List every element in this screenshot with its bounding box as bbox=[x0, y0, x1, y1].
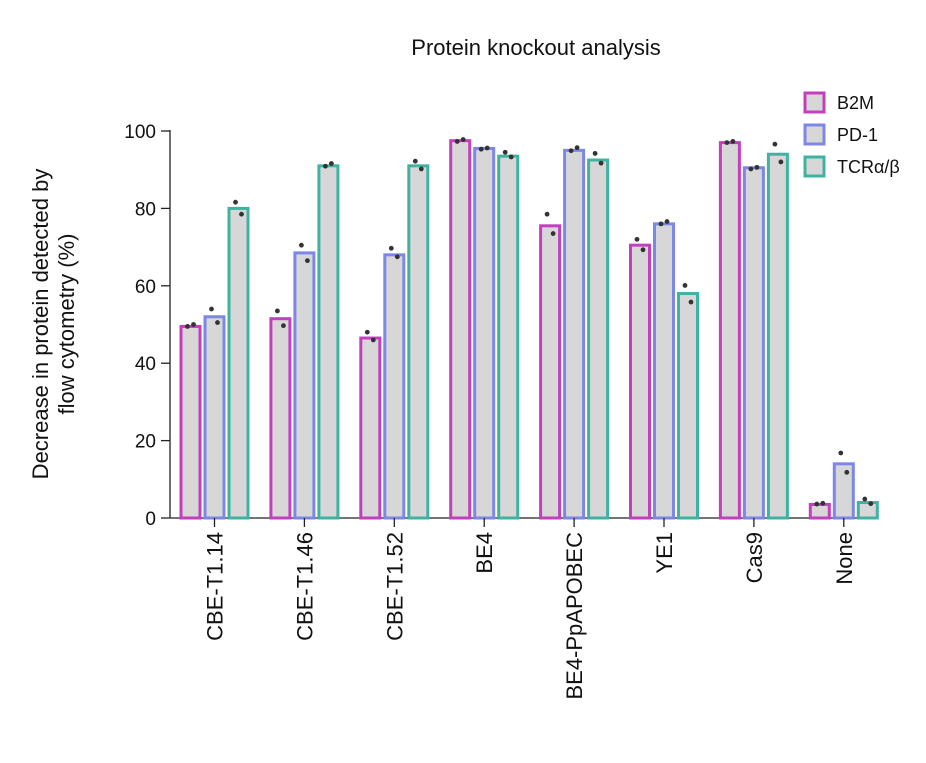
point-none-pd-1-1 bbox=[838, 450, 844, 456]
point-cbe-t1-14-pd-1-1 bbox=[209, 306, 214, 312]
point-cbe-t1-52-b2m-1 bbox=[364, 329, 370, 335]
point-cbe-t1-46-pd-1-2 bbox=[305, 258, 310, 264]
point-cbe-t1-14-tcr-1 bbox=[233, 199, 238, 205]
point-be4-ppapobec-tcr-2 bbox=[598, 160, 604, 166]
point-none-b2m-2 bbox=[820, 500, 826, 506]
bar-ye1-b2m bbox=[629, 243, 651, 520]
y-tick-label-0: 0 bbox=[145, 509, 156, 530]
bar-be4-pd-1 bbox=[473, 146, 496, 520]
point-cbe-t1-46-tcr-2 bbox=[329, 161, 334, 166]
bar-be4-ppapobec-b2m bbox=[539, 224, 562, 520]
point-ye1-tcr-2 bbox=[688, 299, 694, 305]
point-cbe-t1-14-b2m-1 bbox=[185, 324, 190, 329]
x-tick-label-ye1: YE1 bbox=[652, 532, 677, 574]
point-cbe-t1-52-pd-1-1 bbox=[388, 245, 394, 251]
x-tick-label-be4-ppapobec: BE4-PpAPOBEC bbox=[562, 532, 587, 700]
point-be4-ppapobec-tcr-1 bbox=[592, 151, 598, 156]
bar-cas9-pd-1 bbox=[742, 166, 765, 520]
point-be4-ppapobec-b2m-2 bbox=[550, 231, 556, 236]
point-cbe-t1-14-b2m-2 bbox=[191, 322, 196, 327]
y-axis-title-line-1: Decrease in protein detected by bbox=[28, 169, 53, 480]
x-tick-label-cas9: Cas9 bbox=[742, 532, 767, 583]
y-tick-label-60: 60 bbox=[135, 277, 156, 298]
bar-cbe-t1-14-pd-1 bbox=[203, 315, 226, 520]
point-be4-b2m-2 bbox=[460, 137, 466, 142]
bar-none-b2m bbox=[808, 502, 831, 520]
y-axis-title-line-2: flow cytometry (%) bbox=[54, 234, 79, 415]
point-none-pd-1-2 bbox=[844, 469, 850, 475]
bar-cbe-t1-46-pd-1 bbox=[293, 251, 316, 520]
legend-swatch-b2m bbox=[803, 91, 826, 114]
y-tick-label-20: 20 bbox=[135, 432, 156, 453]
point-be4-pd-1-1 bbox=[478, 146, 484, 152]
point-cbe-t1-46-tcr-1 bbox=[323, 163, 328, 169]
point-ye1-tcr-1 bbox=[682, 283, 688, 288]
legend-label-pd-1: PD-1 bbox=[837, 125, 878, 145]
point-cbe-t1-14-tcr-2 bbox=[239, 211, 244, 217]
point-be4-ppapobec-pd-1-1 bbox=[568, 148, 574, 154]
x-tick-label-cbe-t1-14: CBE-T1.14 bbox=[203, 532, 228, 641]
point-cbe-t1-46-pd-1-1 bbox=[299, 242, 304, 248]
bar-be4-ppapobec-pd-1 bbox=[563, 148, 586, 520]
legend: B2M PD-1 TCRα/β bbox=[803, 91, 900, 178]
bar-ye1-pd-1 bbox=[653, 222, 675, 520]
bar-none-tcr bbox=[856, 501, 879, 520]
point-cbe-t1-46-b2m-2 bbox=[281, 323, 286, 329]
point-be4-pd-1-2 bbox=[484, 145, 490, 151]
point-none-tcr-1 bbox=[862, 496, 868, 502]
x-tick-label-cbe-t1-46: CBE-T1.46 bbox=[292, 532, 317, 641]
x-tick-label-cbe-t1-52: CBE-T1.52 bbox=[382, 532, 407, 641]
bar-cas9-tcr bbox=[766, 152, 789, 520]
point-be4-tcr-1 bbox=[502, 149, 508, 155]
point-be4-b2m-1 bbox=[454, 139, 460, 144]
point-be4-ppapobec-b2m-1 bbox=[544, 211, 550, 217]
point-cbe-t1-52-tcr-1 bbox=[412, 158, 418, 164]
legend-label-tcr: TCRα/β bbox=[837, 157, 900, 177]
point-cas9-tcr-1 bbox=[772, 141, 778, 147]
x-tick-label-none: None bbox=[832, 532, 857, 585]
point-cbe-t1-52-pd-1-2 bbox=[394, 254, 400, 260]
bar-be4-tcr bbox=[497, 154, 520, 520]
point-none-b2m-1 bbox=[814, 501, 820, 507]
bar-cbe-t1-52-pd-1 bbox=[383, 253, 406, 520]
point-none-tcr-2 bbox=[868, 501, 874, 507]
chart-title: Protein knockout analysis bbox=[411, 35, 660, 60]
bar-cbe-t1-46-tcr bbox=[317, 164, 340, 520]
bar-cbe-t1-14-tcr bbox=[227, 206, 250, 520]
y-axis-title: Decrease in protein detected by flow cyt… bbox=[28, 169, 79, 480]
point-ye1-pd-1-2 bbox=[664, 219, 670, 224]
point-cas9-pd-1-1 bbox=[748, 166, 754, 172]
bar-cbe-t1-14-b2m bbox=[179, 324, 202, 520]
point-be4-ppapobec-pd-1-2 bbox=[574, 145, 580, 151]
point-cbe-t1-46-b2m-1 bbox=[275, 308, 280, 314]
point-cas9-tcr-2 bbox=[778, 159, 784, 165]
plot-area: 0 20 40 60 80 100 CBE-T1.14 CBE-T1.46 CBE-T1.52 B… bbox=[124, 122, 879, 700]
point-ye1-b2m-2 bbox=[640, 247, 646, 253]
legend-swatch-pd-1 bbox=[803, 123, 826, 146]
y-tick-label-100: 100 bbox=[124, 122, 156, 143]
point-cas9-b2m-1 bbox=[724, 140, 730, 146]
point-ye1-pd-1-1 bbox=[658, 221, 664, 227]
bar-cbe-t1-52-b2m bbox=[359, 336, 382, 520]
point-be4-tcr-2 bbox=[508, 154, 514, 160]
point-cas9-b2m-2 bbox=[730, 139, 736, 144]
legend-label-b2m: B2M bbox=[837, 93, 874, 113]
y-tick-label-40: 40 bbox=[135, 354, 156, 375]
x-tick-label-be4: BE4 bbox=[472, 532, 497, 574]
bar-cas9-b2m bbox=[718, 141, 741, 520]
bar-ye1-tcr bbox=[677, 292, 699, 520]
bar-cbe-t1-46-b2m bbox=[269, 317, 292, 520]
point-cbe-t1-14-pd-1-2 bbox=[215, 320, 220, 325]
point-ye1-b2m-1 bbox=[634, 236, 640, 242]
point-cas9-pd-1-2 bbox=[754, 164, 760, 170]
legend-swatch-tcr bbox=[803, 155, 826, 178]
bar-be4-b2m bbox=[449, 139, 472, 520]
bar-none-pd-1 bbox=[832, 462, 855, 520]
bar-cbe-t1-52-tcr bbox=[407, 164, 430, 520]
point-cbe-t1-52-tcr-2 bbox=[418, 166, 424, 172]
bar-be4-ppapobec-tcr bbox=[587, 158, 610, 520]
y-tick-label-80: 80 bbox=[135, 199, 156, 220]
point-cbe-t1-52-b2m-2 bbox=[370, 337, 376, 343]
